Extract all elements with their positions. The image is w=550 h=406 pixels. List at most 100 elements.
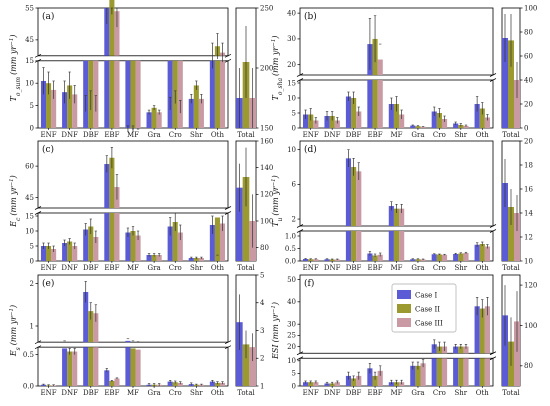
bar [104, 60, 110, 128]
bar [156, 112, 162, 128]
y-tick-label: 2 [30, 280, 34, 288]
x-tick-label: Shr [455, 264, 468, 272]
upper-axes-frame [37, 7, 229, 57]
axis-break-mark [489, 351, 497, 356]
x-tick-label: DNF [324, 131, 341, 139]
y-tick-label: 0.5 [285, 245, 296, 253]
bar [177, 382, 183, 386]
bar [345, 96, 352, 128]
bar [214, 217, 220, 261]
bar [324, 259, 330, 261]
axis-break-mark [224, 340, 232, 344]
bar [351, 167, 357, 226]
axis-break-mark [296, 78, 304, 82]
bar [177, 60, 183, 128]
y-axis-label-unit: (mm yr [271, 185, 280, 215]
bar [420, 363, 426, 386]
axis-break-mark [489, 78, 497, 82]
x-tick-label: DBF [83, 131, 99, 139]
y-axis-label-unit: (mm yr [9, 185, 18, 215]
y-tick-label: 6 [292, 181, 297, 189]
total-bar [502, 183, 508, 261]
upper-axes-frame [299, 7, 494, 76]
bar [308, 114, 314, 128]
bar [356, 171, 362, 226]
bar [67, 85, 73, 128]
x-tick-label: Cro [433, 389, 446, 397]
y-axis-label: Ec (mm yr−1) [9, 175, 22, 228]
total-y-tick-label: 140 [260, 164, 273, 172]
bar [474, 244, 480, 261]
x-tick-label: ENF [41, 389, 57, 397]
total-y-tick-label: 4 [260, 299, 265, 307]
bar [474, 104, 480, 128]
x-tick-label: Cro [169, 264, 182, 272]
bar [420, 126, 426, 128]
bar [62, 243, 68, 261]
upper-axes-frame [37, 274, 229, 343]
bar [356, 375, 362, 386]
bar [114, 60, 120, 128]
total-x-label: Total [502, 389, 520, 397]
bar [93, 347, 99, 386]
bar [329, 259, 335, 261]
bar [388, 104, 394, 128]
x-tick-label: Oth [476, 389, 490, 397]
x-tick-label: MF [127, 264, 139, 272]
bar [463, 253, 469, 261]
bar [484, 117, 490, 128]
bar [367, 368, 373, 386]
y-tick-label: 15 [25, 57, 34, 65]
x-tick-label: Oth [211, 389, 225, 397]
x-tick-label: MF [127, 389, 139, 397]
axis-break-mark [296, 224, 304, 228]
total-y-tick-label: 120 [260, 191, 273, 199]
y-tick-label: 0 [30, 257, 34, 265]
total-bar [508, 40, 514, 128]
x-tick-label: Cro [169, 131, 182, 139]
bar [441, 358, 448, 386]
bar [135, 235, 141, 261]
bar [393, 231, 400, 261]
bar [83, 347, 89, 386]
y-tick-label: 0 [292, 382, 296, 390]
bar [109, 157, 115, 208]
y-axis-label-unit: (mm yr [271, 312, 280, 342]
bar [377, 59, 383, 75]
y-axis-label-close: ) [9, 305, 18, 309]
bar [458, 253, 464, 261]
bar [104, 8, 110, 56]
panel-label: (e) [42, 278, 54, 289]
y-tick-label: 40 [287, 9, 296, 17]
x-tick-label: ENF [303, 389, 319, 397]
total-y-tick-label: 20 [524, 137, 533, 145]
axis-break-mark [296, 351, 304, 356]
y-tick-label: 50 [287, 276, 296, 284]
bar [88, 311, 94, 343]
bar [463, 358, 469, 386]
bar [436, 254, 442, 261]
bar [334, 259, 340, 261]
panel-label: (a) [42, 11, 54, 22]
total-bar [242, 344, 250, 386]
x-tick-label: Oth [211, 264, 225, 272]
bar [72, 94, 78, 128]
x-tick-label: Gra [148, 131, 161, 139]
axis-break-mark [296, 356, 304, 361]
axis-break-mark [34, 340, 42, 344]
bar [436, 113, 442, 128]
x-tick-label: Gra [148, 389, 161, 397]
bar [453, 346, 459, 354]
bar [40, 80, 47, 128]
axis-break-mark [224, 58, 232, 63]
bar [151, 107, 157, 128]
x-tick-label: Shr [190, 264, 203, 272]
bar [372, 375, 378, 386]
y-axis-label: Es (mm yr−1) [9, 305, 22, 357]
total-bar [502, 38, 508, 128]
y-axis-label-sub: o_sum [15, 77, 22, 97]
bar [484, 306, 490, 354]
bar [40, 246, 47, 261]
axis-break-mark [489, 224, 497, 228]
